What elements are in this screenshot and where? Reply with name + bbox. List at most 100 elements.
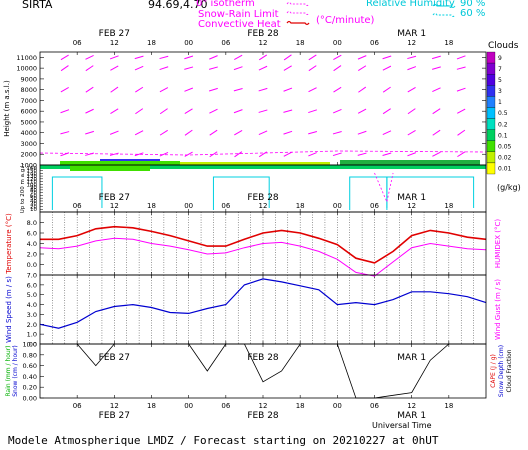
y-axis-label: Wind Speed (m / s) xyxy=(5,276,13,343)
x-axis-label: Universal Time xyxy=(372,421,432,430)
hour-tick-label: 18 xyxy=(147,202,156,210)
y-tick-label: 150 xyxy=(27,169,38,175)
wind-barb xyxy=(184,87,194,92)
wind-barb xyxy=(209,108,218,114)
legend-rh60-sample xyxy=(432,13,456,17)
wind-barb xyxy=(60,109,70,114)
y-tick-label: 6.0 xyxy=(27,230,37,238)
y-axis-label: Temperature (°C) xyxy=(5,213,13,275)
y-tick-label: 30 xyxy=(30,202,37,208)
hour-tick-label: 00 xyxy=(333,39,342,47)
y-tick-label: 0.80 xyxy=(23,351,37,359)
y-tick-label: 4000 xyxy=(20,129,37,137)
wind-barb xyxy=(283,65,292,71)
wind-barb xyxy=(110,86,119,93)
wind-barb xyxy=(159,129,168,136)
series-line-humidex xyxy=(39,237,487,277)
hour-tick-label: 12 xyxy=(259,39,268,47)
footer-text: Modele Atmospherique LMDZ / Forecast sta… xyxy=(8,434,439,447)
hour-tick-label: 12 xyxy=(259,402,268,410)
wind-barb xyxy=(85,108,94,114)
wind-barb xyxy=(233,66,243,71)
wind-barb xyxy=(407,130,416,136)
hour-tick-label: 06 xyxy=(73,402,82,410)
legend-isotherm: 0° isotherm xyxy=(196,0,255,9)
day-label: MAR 1 xyxy=(397,411,426,421)
clouds-scale-swatch xyxy=(486,51,496,64)
y-tick-label: 1000 xyxy=(20,162,37,170)
wind-barb xyxy=(184,55,194,60)
wind-barb xyxy=(184,66,194,70)
wind-barb xyxy=(432,108,441,115)
wind-barb xyxy=(233,88,243,92)
clouds-scale-swatch xyxy=(486,162,496,175)
clouds-scale-label: 0.2 xyxy=(498,121,508,128)
wind-barb xyxy=(159,108,168,115)
clouds-scale-swatch xyxy=(486,96,496,108)
hour-tick-label: 12 xyxy=(407,202,416,210)
clouds-scale-swatch xyxy=(486,74,496,86)
legend-convective-unit: (°C/minute) xyxy=(316,15,375,26)
wind-barb xyxy=(159,87,169,93)
rh-60: 60 % xyxy=(460,8,486,19)
wind-barb xyxy=(110,108,119,114)
wind-barb xyxy=(382,152,392,156)
hour-tick-label: 06 xyxy=(221,202,230,210)
wind-barb xyxy=(308,65,317,72)
hour-tick-label: 06 xyxy=(370,202,379,210)
wind-barb xyxy=(456,87,466,92)
wind-barb xyxy=(234,54,243,60)
cloud-band xyxy=(340,160,480,165)
y-axis-label: Height (m a.s.l.) xyxy=(3,80,11,137)
y-tick-label: 0.00 xyxy=(23,395,37,403)
y-tick-label: 4.0 xyxy=(27,301,37,309)
wind-barb xyxy=(431,66,441,70)
wind-barb xyxy=(109,152,119,156)
wind-barb xyxy=(333,54,342,60)
hour-tick-label: 00 xyxy=(184,202,193,210)
day-label: FEB 27 xyxy=(99,353,130,363)
day-label: MAR 1 xyxy=(397,353,426,363)
clouds-scale-label: 0.1 xyxy=(498,132,508,139)
wind-barb xyxy=(134,130,144,136)
y-tick-label: 2.0 xyxy=(27,251,37,259)
wind-barb xyxy=(382,86,391,93)
hour-tick-label: 18 xyxy=(147,402,156,410)
wind-barb xyxy=(159,151,169,157)
y-tick-label: 7.0 xyxy=(27,272,37,280)
y-tick-label: 5.0 xyxy=(27,291,37,299)
wind-barb xyxy=(308,152,317,157)
wind-barb xyxy=(258,65,268,71)
series-line-wind-speed xyxy=(39,278,487,329)
wind-barb xyxy=(85,130,95,135)
wind-barb xyxy=(258,87,268,92)
wind-barb xyxy=(308,87,317,93)
coordinates: 94.69,4.70 xyxy=(148,0,208,11)
rh-90: 90 % xyxy=(460,0,486,9)
hour-tick-label: 12 xyxy=(110,39,119,47)
y-tick-label: 20 xyxy=(30,204,37,210)
wind-barb xyxy=(208,87,218,92)
wind-barb xyxy=(208,66,218,70)
day-label: MAR 1 xyxy=(397,29,426,39)
wind-barb xyxy=(209,151,218,158)
y-tick-label: 6000 xyxy=(20,108,37,116)
y-axis-label: Up to 200 m a.g.l. xyxy=(20,163,26,213)
hour-tick-label: 18 xyxy=(296,202,305,210)
wind-barb xyxy=(382,65,392,71)
y-tick-label: 4.0 xyxy=(27,240,37,248)
day-label: FEB 27 xyxy=(99,411,130,421)
wind-barb xyxy=(332,131,342,135)
clouds-scale-swatch xyxy=(486,129,496,141)
y-tick-label: 110 xyxy=(27,180,38,186)
wind-barb xyxy=(357,55,367,60)
y-tick-label: 0.20 xyxy=(23,384,37,392)
isotherm-line xyxy=(39,150,487,156)
wind-barb xyxy=(283,87,293,92)
y-axis-label-right: CAPE (J / g) xyxy=(490,354,497,388)
clouds-scale-label: 5 xyxy=(498,77,502,84)
y-tick-label: 11000 xyxy=(16,54,37,62)
wind-barb xyxy=(184,129,193,136)
clouds-scale-swatch xyxy=(486,118,496,130)
wind-barb xyxy=(407,108,416,115)
